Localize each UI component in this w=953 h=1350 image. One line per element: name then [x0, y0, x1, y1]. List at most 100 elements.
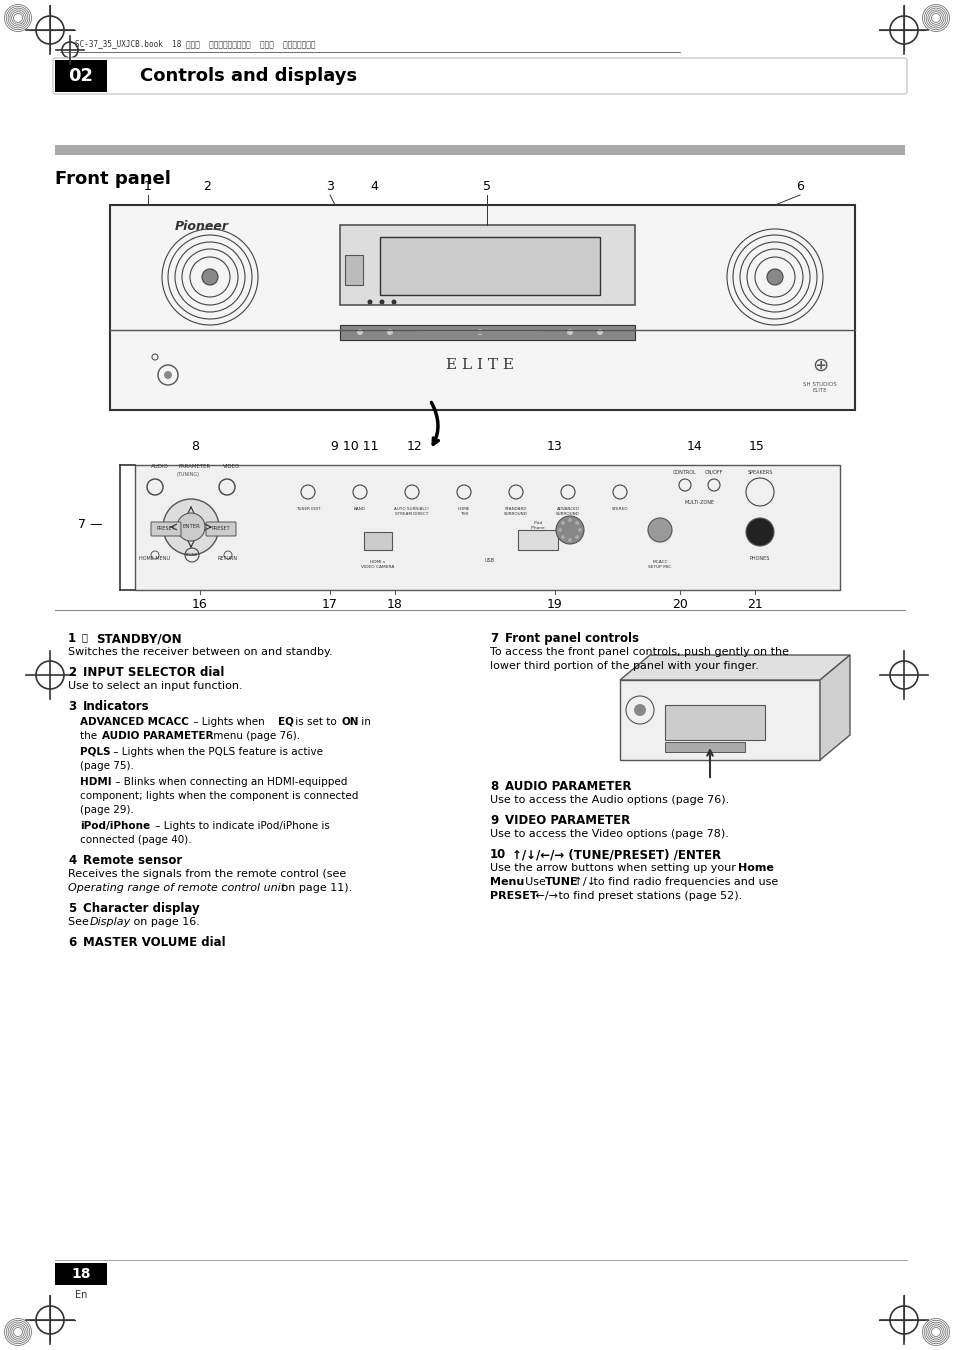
Text: To access the front panel controls, push gently on the: To access the front panel controls, push… [490, 647, 788, 657]
Text: 12: 12 [407, 440, 422, 454]
Text: Remote sensor: Remote sensor [83, 855, 182, 867]
Text: on page 16.: on page 16. [130, 917, 200, 927]
Bar [379, 238, 599, 296]
Text: En: En [74, 1291, 87, 1300]
Text: 02: 02 [69, 68, 93, 85]
Text: menu (page 76).: menu (page 76). [210, 730, 300, 741]
Text: 8: 8 [490, 780, 497, 792]
Bar [339, 325, 635, 340]
Text: See: See [68, 917, 92, 927]
Text: iPod
iPhone: iPod iPhone [530, 521, 545, 531]
Text: Home: Home [738, 863, 773, 873]
Circle shape [177, 513, 205, 541]
Text: to find radio frequencies and use: to find radio frequencies and use [589, 878, 778, 887]
Text: PRESET: PRESET [490, 891, 537, 900]
Text: 20: 20 [671, 598, 687, 612]
Bar [664, 705, 764, 740]
Text: ENTER: ENTER [182, 525, 200, 529]
Text: 1: 1 [68, 632, 76, 645]
Text: CONTROL: CONTROL [673, 470, 696, 475]
Text: Indicators: Indicators [83, 701, 150, 713]
Text: SH STUDIOS
ELITE: SH STUDIOS ELITE [802, 382, 836, 393]
Text: ⏻: ⏻ [82, 632, 88, 643]
Text: E L I T E: E L I T E [446, 358, 514, 373]
Text: ON/OFF: ON/OFF [704, 470, 722, 475]
Circle shape [356, 329, 363, 335]
Bar [664, 743, 744, 752]
Text: AUDIO PARAMETER: AUDIO PARAMETER [504, 780, 631, 792]
Circle shape [597, 329, 602, 335]
Text: RETURN: RETURN [217, 556, 238, 562]
Text: MASTER VOLUME dial: MASTER VOLUME dial [83, 936, 226, 949]
Text: VIDEO PARAMETER: VIDEO PARAMETER [504, 814, 630, 828]
Text: 4: 4 [370, 180, 377, 193]
Text: PQLS: PQLS [80, 747, 111, 757]
Text: STEREO: STEREO [611, 508, 628, 512]
Text: Menu: Menu [490, 878, 524, 887]
Text: AUDIO: AUDIO [151, 464, 169, 468]
Text: 14: 14 [686, 440, 702, 454]
Text: HDMI s
VIDEO CAMERA: HDMI s VIDEO CAMERA [361, 560, 395, 568]
Text: HOME MENU: HOME MENU [139, 556, 171, 562]
Text: ON: ON [341, 717, 359, 728]
Circle shape [391, 300, 396, 305]
FancyBboxPatch shape [53, 58, 906, 95]
Text: AUTO SURR/ALC/
STREAM DIRECT: AUTO SURR/ALC/ STREAM DIRECT [395, 508, 429, 516]
Bar [364, 532, 392, 549]
Text: Use to select an input function.: Use to select an input function. [68, 680, 242, 691]
Text: Front panel: Front panel [55, 170, 171, 188]
Text: Switches the receiver between on and standby.: Switches the receiver between on and sta… [68, 647, 333, 657]
Text: – Lights when the PQLS feature is active: – Lights when the PQLS feature is active [110, 747, 323, 757]
Circle shape [567, 539, 572, 541]
Text: 21: 21 [746, 598, 762, 612]
Polygon shape [619, 655, 849, 680]
Text: 13: 13 [547, 440, 562, 454]
Bar [55, 1264, 107, 1285]
Text: Use to access the Audio options (page 76).: Use to access the Audio options (page 76… [490, 795, 728, 805]
Circle shape [745, 518, 773, 545]
FancyBboxPatch shape [151, 522, 181, 536]
Circle shape [387, 329, 393, 335]
Text: 17: 17 [322, 598, 337, 612]
Bar [345, 255, 363, 285]
Text: 18: 18 [71, 1268, 91, 1281]
Polygon shape [820, 655, 849, 760]
FancyBboxPatch shape [206, 522, 235, 536]
Text: ADVANCED
SURROUND: ADVANCED SURROUND [556, 508, 579, 516]
Text: EQ: EQ [277, 717, 294, 728]
Text: ←/→: ←/→ [532, 891, 558, 900]
Text: . Use: . Use [517, 878, 549, 887]
Text: PRESET: PRESET [212, 526, 230, 532]
Text: ADVANCED MCACC: ADVANCED MCACC [80, 717, 189, 728]
Text: Character display: Character display [83, 902, 199, 915]
Text: iPod/iPhone: iPod/iPhone [80, 821, 150, 832]
Text: to find preset stations (page 52).: to find preset stations (page 52). [555, 891, 741, 900]
Circle shape [556, 516, 583, 544]
Text: Pioneer: Pioneer [174, 220, 229, 234]
Text: the: the [80, 730, 100, 741]
Text: STANDBY/ON: STANDBY/ON [96, 632, 181, 645]
Text: (page 75).: (page 75). [80, 761, 133, 771]
Text: 7 —: 7 — [77, 518, 102, 532]
Text: ↑/↓/←/→ (TUNE/PRESET) /ENTER: ↑/↓/←/→ (TUNE/PRESET) /ENTER [512, 848, 720, 861]
Text: Use the arrow buttons when setting up your: Use the arrow buttons when setting up yo… [490, 863, 739, 873]
Text: TUNER EDIT: TUNER EDIT [295, 508, 320, 512]
Text: VIDEO: VIDEO [223, 464, 240, 468]
Bar [517, 531, 558, 549]
Text: HOME
THX: HOME THX [457, 508, 470, 516]
Circle shape [164, 371, 172, 379]
Text: STANDARD
SURROUND: STANDARD SURROUND [503, 508, 527, 516]
Circle shape [647, 518, 671, 541]
Text: 8: 8 [191, 440, 199, 454]
Text: component; lights when the component is connected: component; lights when the component is … [80, 791, 358, 801]
Text: (TUNING): (TUNING) [176, 472, 199, 477]
Text: INPUT SELECTOR dial: INPUT SELECTOR dial [83, 666, 224, 679]
Circle shape [578, 528, 581, 532]
Text: connected (page 40).: connected (page 40). [80, 836, 192, 845]
Text: 19: 19 [547, 598, 562, 612]
Bar [619, 680, 820, 760]
Text: lower third portion of the panel with your finger.: lower third portion of the panel with yo… [490, 662, 758, 671]
Text: 3: 3 [326, 180, 334, 193]
Text: is set to: is set to [292, 717, 339, 728]
Text: USB: USB [484, 558, 495, 563]
